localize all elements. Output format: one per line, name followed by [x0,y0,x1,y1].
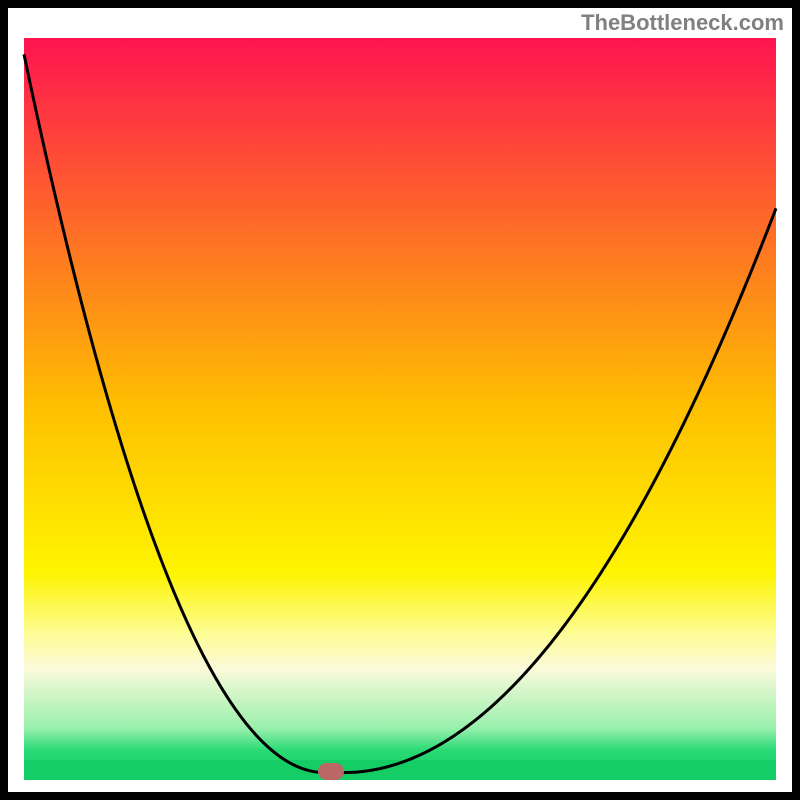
plot-bottom-band [24,760,776,780]
plot-background-gradient [24,38,776,780]
optimal-marker [318,763,344,780]
watermark-text: TheBottleneck.com [581,10,784,36]
